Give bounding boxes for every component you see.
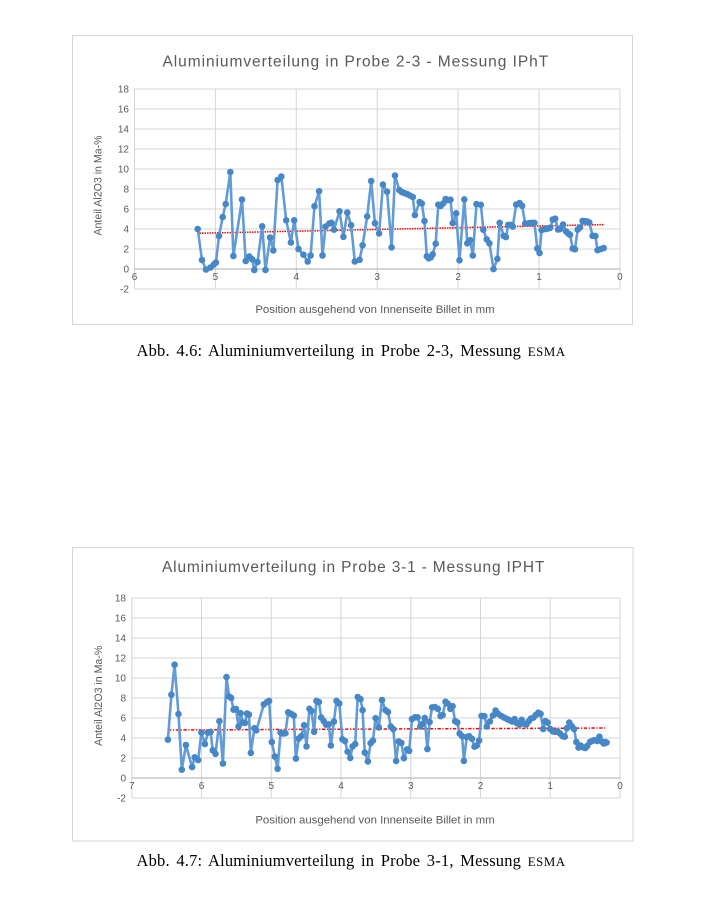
svg-text:6: 6	[120, 714, 126, 725]
svg-text:16: 16	[115, 614, 127, 625]
svg-text:12: 12	[115, 654, 127, 665]
svg-text:2: 2	[123, 245, 129, 256]
svg-text:0: 0	[617, 781, 623, 792]
svg-text:6: 6	[199, 781, 205, 792]
svg-text:3: 3	[374, 272, 380, 283]
svg-text:Anteil Al2O3 in Ma-%: Anteil Al2O3 in Ma-%	[93, 135, 105, 236]
svg-text:16: 16	[118, 105, 130, 116]
svg-text:Position ausgehend von Innense: Position ausgehend von Innenseite Billet…	[255, 815, 494, 827]
svg-text:7: 7	[129, 781, 135, 792]
svg-text:0: 0	[120, 774, 126, 785]
svg-text:0: 0	[617, 272, 623, 283]
svg-text:4: 4	[294, 272, 300, 283]
svg-text:1: 1	[536, 272, 542, 283]
svg-text:5: 5	[269, 781, 275, 792]
svg-text:5: 5	[213, 272, 219, 283]
svg-text:-2: -2	[120, 285, 129, 296]
svg-text:4: 4	[123, 225, 129, 236]
svg-text:0: 0	[123, 265, 129, 276]
svg-text:12: 12	[118, 145, 130, 156]
svg-text:6: 6	[132, 272, 138, 283]
svg-text:8: 8	[120, 694, 126, 705]
svg-text:4: 4	[338, 781, 344, 792]
svg-text:Aluminiumverteilung in Probe 3: Aluminiumverteilung in Probe 3-1 - Messu…	[162, 559, 545, 576]
svg-text:6: 6	[123, 205, 129, 216]
svg-text:8: 8	[123, 185, 129, 196]
svg-text:-2: -2	[117, 794, 126, 805]
svg-text:3: 3	[408, 781, 414, 792]
svg-text:18: 18	[118, 85, 130, 96]
svg-text:18: 18	[115, 594, 127, 605]
svg-text:10: 10	[118, 165, 130, 176]
svg-text:2: 2	[120, 754, 126, 765]
svg-text:14: 14	[115, 634, 127, 645]
svg-text:Anteil Al2O3 in Ma-%: Anteil Al2O3 in Ma-%	[93, 645, 105, 746]
svg-text:4: 4	[120, 734, 126, 745]
svg-text:10: 10	[115, 674, 127, 685]
svg-text:2: 2	[478, 781, 484, 792]
svg-text:1: 1	[547, 781, 553, 792]
svg-text:14: 14	[118, 125, 130, 136]
svg-text:2: 2	[455, 272, 461, 283]
svg-text:Position ausgehend von Innense: Position ausgehend von Innenseite Billet…	[255, 304, 494, 316]
svg-text:Aluminiumverteilung in Probe 2: Aluminiumverteilung in Probe 2-3 - Messu…	[162, 53, 549, 70]
